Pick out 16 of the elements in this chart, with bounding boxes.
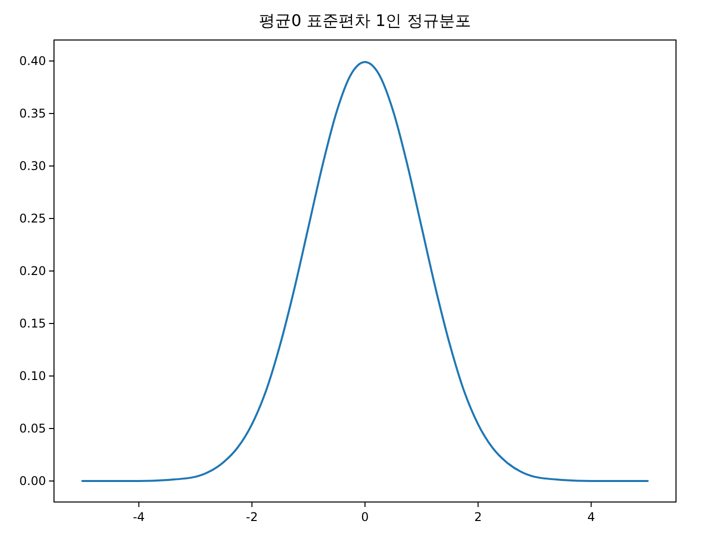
y-tick-label: 0.30 [19,159,46,174]
x-tick-label: -4 [132,510,145,524]
y-tick-label: 0.25 [19,212,46,226]
y-tick-label: 0.00 [19,474,46,488]
y-tick-label: 0.20 [19,264,46,278]
chart-title: 평균0 표준편차 1인 정규분포 [259,11,471,30]
x-tick-label: 2 [474,510,482,524]
y-tick-label: 0.10 [19,369,46,384]
y-tick-label: 0.40 [19,54,46,68]
x-tick-label: 4 [587,510,595,524]
y-tick-label: 0.05 [19,422,46,436]
line-series [81,61,649,482]
x-tick-label: -2 [246,510,258,524]
x-tick-label: 0 [361,510,369,524]
y-tick-label: 0.15 [19,316,46,331]
y-tick-label: 0.35 [19,106,46,121]
